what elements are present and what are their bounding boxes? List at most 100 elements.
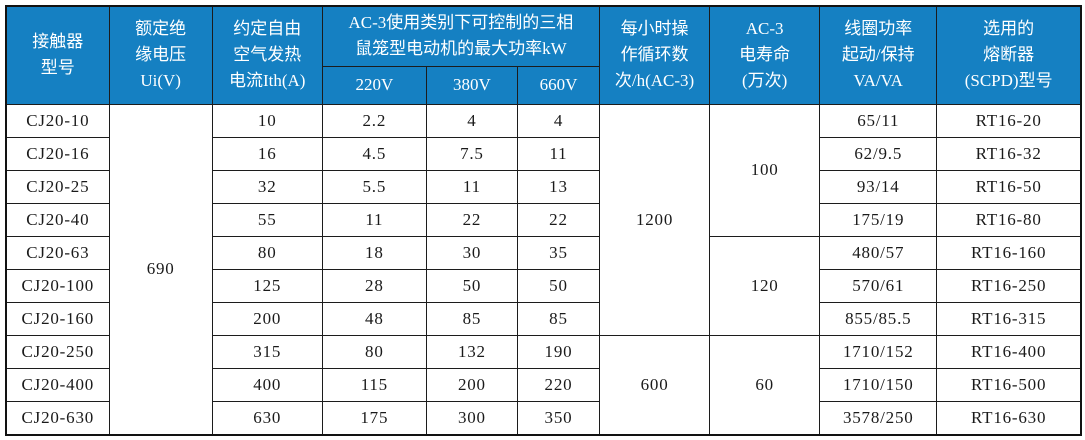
table-cell: 125 [211, 268, 323, 303]
col-header-thermal-current: 约定自由 空气发热 电流Ith(A) [211, 5, 323, 105]
col-header-coil-power: 线圈功率 起动/保持 VA/VA [819, 5, 938, 105]
table-cell: 200 [425, 367, 518, 402]
table-row: CJ20-630 630 175 300 350 3578/250 RT16-630 [5, 400, 1082, 436]
table-cell: 570/61 [819, 268, 938, 303]
table-cell: 690 [108, 103, 213, 436]
col-header-220v: 220V [321, 65, 427, 105]
table-cell: 120 [709, 235, 821, 336]
table-cell: 50 [516, 268, 601, 303]
table-cell: 1200 [599, 103, 711, 336]
table-cell: 60 [709, 334, 821, 436]
table-cell: 85 [516, 301, 601, 336]
table-cell: CJ20-63 [5, 235, 110, 270]
header-row-top: 接触器 型号 额定绝 缘电压 Ui(V) 约定自由 空气发热 电流Ith(A) … [5, 5, 1082, 105]
table-body: CJ20-10 690 10 2.2 4 4 1200 100 65/11 RT16-20 CJ20… [5, 103, 1082, 436]
table-cell: 11 [425, 169, 518, 204]
table-cell: RT16-315 [936, 301, 1082, 336]
table-header: 接触器 型号 额定绝 缘电压 Ui(V) 约定自由 空气发热 电流Ith(A) … [5, 5, 1082, 105]
col-header-380v: 380V [425, 65, 518, 105]
table-cell: 132 [425, 334, 518, 369]
table-cell: RT16-500 [936, 367, 1082, 402]
table-cell: 55 [211, 202, 323, 237]
table-cell: 11 [321, 202, 427, 237]
table-cell: CJ20-250 [5, 334, 110, 369]
table-cell: 175 [321, 400, 427, 436]
table-cell: 115 [321, 367, 427, 402]
table-cell: 18 [321, 235, 427, 270]
table-cell: 50 [425, 268, 518, 303]
table-cell: CJ20-100 [5, 268, 110, 303]
col-header-model: 接触器 型号 [5, 5, 110, 105]
col-header-660v: 660V [516, 65, 601, 105]
table-cell: CJ20-630 [5, 400, 110, 436]
table-cell: 630 [211, 400, 323, 436]
table-row: CJ20-16 16 4.5 7.5 11 62/9.5 RT16-32 [5, 136, 1082, 171]
table-row: CJ20-400 400 115 200 220 1710/150 RT16-500 [5, 367, 1082, 402]
table-row: CJ20-250 315 80 132 190 600 60 1710/152 RT16-400 [5, 334, 1082, 436]
table-row: CJ20-40 55 11 22 22 175/19 RT16-80 [5, 202, 1082, 237]
table-cell: 85 [425, 301, 518, 336]
table-cell: 175/19 [819, 202, 938, 237]
table-cell: 7.5 [425, 136, 518, 171]
table-cell: 350 [516, 400, 601, 436]
table-cell: 190 [516, 334, 601, 369]
table-cell: 400 [211, 367, 323, 402]
table-row: CJ20-25 32 5.5 11 13 93/14 RT16-50 [5, 169, 1082, 204]
table-cell: 28 [321, 268, 427, 303]
table-cell: 2.2 [321, 103, 427, 138]
table-cell: RT16-630 [936, 400, 1082, 436]
table-cell: 80 [321, 334, 427, 369]
table-cell: RT16-400 [936, 334, 1082, 369]
table-cell: RT16-32 [936, 136, 1082, 171]
table-cell: 1710/150 [819, 367, 938, 402]
table-cell: 22 [425, 202, 518, 237]
col-header-kw-group: AC-3使用类别下可控制的三相 鼠笼型电动机的最大功率kW [321, 5, 601, 67]
col-header-fuse-type: 选用的 熔断器 (SCPD)型号 [936, 5, 1082, 105]
table-cell: CJ20-16 [5, 136, 110, 171]
table-cell: 300 [425, 400, 518, 436]
table-cell: RT16-160 [936, 235, 1082, 270]
table-cell: 11 [516, 136, 601, 171]
table-cell: 10 [211, 103, 323, 138]
table-cell: RT16-250 [936, 268, 1082, 303]
table-cell: 32 [211, 169, 323, 204]
table-cell: RT16-20 [936, 103, 1082, 138]
col-header-insulation-voltage: 额定绝 缘电压 Ui(V) [108, 5, 213, 105]
table-cell: CJ20-40 [5, 202, 110, 237]
table-cell: CJ20-400 [5, 367, 110, 402]
table-cell: 200 [211, 301, 323, 336]
table-cell: 1710/152 [819, 334, 938, 369]
table-cell: CJ20-25 [5, 169, 110, 204]
table-cell: 100 [709, 103, 821, 237]
table-cell: 16 [211, 136, 323, 171]
table-row: CJ20-10 690 10 2.2 4 4 1200 100 65/11 RT16-20 [5, 103, 1082, 436]
table-cell: 855/85.5 [819, 301, 938, 336]
table-cell: 22 [516, 202, 601, 237]
table-cell: 48 [321, 301, 427, 336]
table-cell: 13 [516, 169, 601, 204]
table-cell: 480/57 [819, 235, 938, 270]
col-header-operating-cycles: 每小时操 作循环数 次/h(AC-3) [599, 5, 711, 105]
table-cell: 30 [425, 235, 518, 270]
table-row: CJ20-100 125 28 50 50 570/61 RT16-250 [5, 268, 1082, 303]
contactor-spec-table: 接触器 型号 额定绝 缘电压 Ui(V) 约定自由 空气发热 电流Ith(A) … [5, 5, 1082, 436]
table-cell: RT16-50 [936, 169, 1082, 204]
table-cell: 35 [516, 235, 601, 270]
table-cell: 220 [516, 367, 601, 402]
table-cell: RT16-80 [936, 202, 1082, 237]
table-cell: 65/11 [819, 103, 938, 138]
col-header-electrical-life: AC-3 电寿命 (万次) [709, 5, 821, 105]
table-cell: 3578/250 [819, 400, 938, 436]
table-cell: 80 [211, 235, 323, 270]
table-cell: CJ20-160 [5, 301, 110, 336]
table-cell: CJ20-10 [5, 103, 110, 138]
table-cell: 4 [425, 103, 518, 138]
table-cell: 315 [211, 334, 323, 369]
table-cell: 600 [599, 334, 711, 436]
table-cell: 93/14 [819, 169, 938, 204]
table-cell: 4 [516, 103, 601, 138]
table-cell: 5.5 [321, 169, 427, 204]
table-cell: 4.5 [321, 136, 427, 171]
header-row-voltages: 220V 380V 660V [6, 65, 1081, 105]
